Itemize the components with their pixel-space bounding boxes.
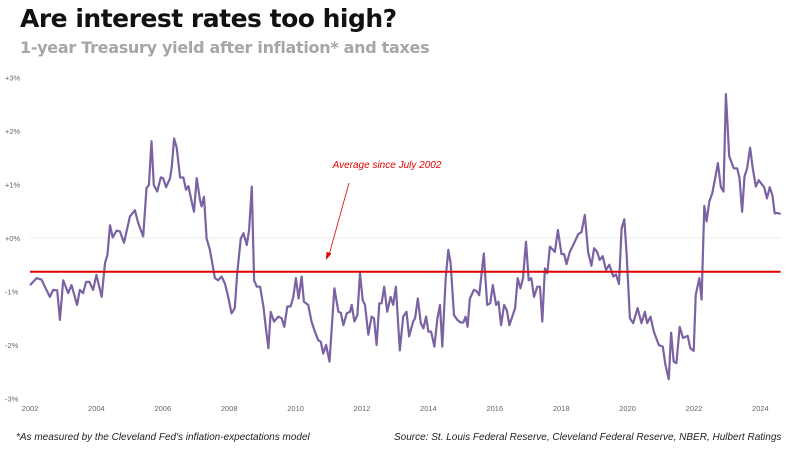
- annotation-arrow: [328, 182, 350, 256]
- y-tick-label: +1%: [5, 181, 21, 190]
- source-note: Source: St. Louis Federal Reserve, Cleve…: [394, 432, 782, 443]
- arrowhead-icon: [326, 252, 332, 260]
- real-yield-line: [29, 93, 781, 381]
- average-annotation: Average since July 2002: [332, 160, 442, 171]
- chart-title: Are interest rates too high?: [20, 4, 397, 33]
- x-tick-label: 2002: [22, 404, 39, 413]
- x-tick-label: 2010: [287, 404, 304, 413]
- x-tick-label: 2014: [420, 404, 437, 413]
- x-tick-label: 2006: [154, 404, 171, 413]
- y-tick-label: -3%: [5, 395, 19, 404]
- x-tick-label: 2022: [686, 404, 703, 413]
- y-tick-label: +2%: [5, 127, 21, 136]
- x-tick-label: 2008: [221, 404, 238, 413]
- y-tick-label: -1%: [5, 288, 19, 297]
- footnote: *As measured by the Cleveland Fed's infl…: [16, 432, 310, 443]
- y-tick-label: +0%: [5, 234, 21, 243]
- y-tick-label: +3%: [5, 74, 21, 83]
- x-tick-label: 2018: [553, 404, 570, 413]
- x-tick-label: 2024: [752, 404, 769, 413]
- y-tick-label: -2%: [5, 341, 19, 350]
- x-tick-label: 2004: [88, 404, 105, 413]
- x-tick-label: 2020: [619, 404, 636, 413]
- x-tick-label: 2012: [354, 404, 371, 413]
- x-tick-label: 2016: [486, 404, 503, 413]
- chart-subtitle: 1-year Treasury yield after inflation* a…: [20, 38, 430, 57]
